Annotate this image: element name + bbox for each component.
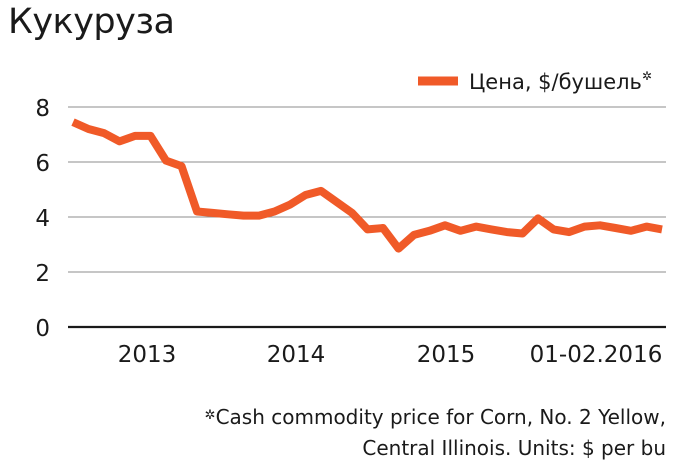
legend-label: Цена, $/бушель✲ bbox=[469, 69, 652, 94]
line-chart: 0 2 4 6 8 2013 2014 2015 01-02.2016 Цена, $/буш… bbox=[35, 69, 666, 368]
x-tick-label: 01-02.2016 bbox=[530, 342, 663, 368]
series-line bbox=[71, 118, 663, 253]
footnote-text-1: Cash commodity price for Corn, No. 2 Yel… bbox=[215, 405, 666, 429]
y-tick-label: 4 bbox=[35, 206, 50, 232]
legend-footnote-marker: ✲ bbox=[642, 69, 652, 83]
chart-title: Кукуруза bbox=[8, 2, 175, 42]
x-axis-ticks: 2013 2014 2015 01-02.2016 bbox=[118, 342, 663, 368]
footnote: ✲Cash commodity price for Corn, No. 2 Ye… bbox=[26, 402, 666, 464]
series-layer bbox=[71, 118, 663, 253]
y-tick-label: 0 bbox=[35, 316, 50, 342]
legend: Цена, $/бушель✲ bbox=[418, 69, 652, 94]
x-tick-label: 2013 bbox=[118, 342, 177, 368]
footnote-line-2: Central Illinois. Units: $ per bu bbox=[362, 436, 666, 460]
x-tick-label: 2014 bbox=[267, 342, 326, 368]
footnote-line-1: ✲Cash commodity price for Corn, No. 2 Ye… bbox=[26, 402, 666, 433]
y-tick-label: 6 bbox=[35, 151, 50, 177]
y-tick-label: 8 bbox=[35, 96, 50, 122]
x-tick-label: 2015 bbox=[417, 342, 476, 368]
footnote-marker: ✲ bbox=[204, 408, 216, 423]
y-axis-ticks: 0 2 4 6 8 bbox=[35, 96, 50, 342]
y-tick-label: 2 bbox=[35, 261, 50, 287]
